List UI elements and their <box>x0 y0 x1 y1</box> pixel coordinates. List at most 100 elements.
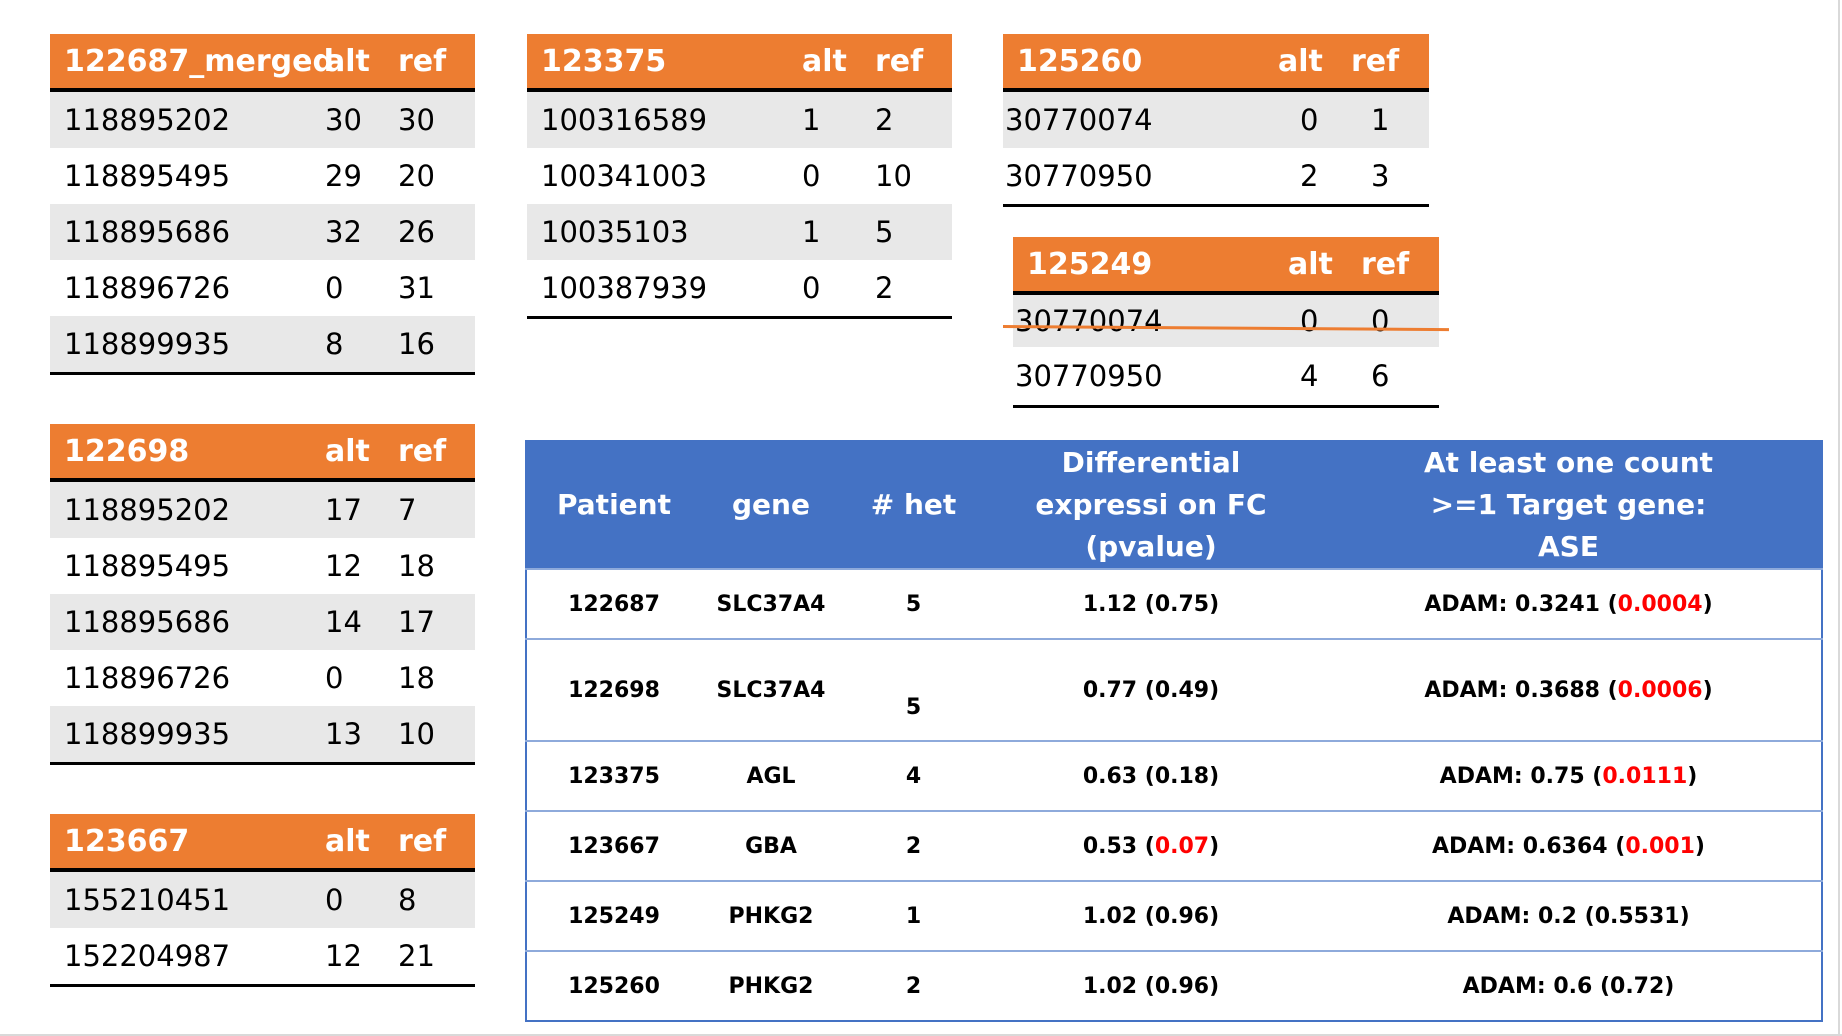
summary-row: 123667 GBA 2 0.53 (0.07) ADAM: 0.6364 (0… <box>526 810 1822 881</box>
slide-border-right <box>1838 0 1840 1036</box>
ref-cell: 18 <box>398 549 435 583</box>
patient-cell: 122687 <box>526 568 701 639</box>
position-cell: 118895202 <box>50 480 325 538</box>
position-cell: 118896726 <box>64 271 231 305</box>
ase-value: 0.3241 <box>1515 591 1600 617</box>
gene-cell: AGL <box>701 740 841 811</box>
ref-header: ref <box>398 424 475 482</box>
ase-pvalue: 0.0006 <box>1617 677 1703 703</box>
fc-pvalue: 0.49 <box>1154 677 1210 703</box>
alt-header: alt <box>1288 237 1361 295</box>
alt-cell: 0 <box>802 260 875 319</box>
ref-cell: 7 <box>398 480 475 538</box>
alt-cell: 14 <box>325 594 398 650</box>
ref-cell: 6 <box>1361 347 1439 408</box>
table-title: 125249 <box>1013 237 1288 295</box>
fc-value: 0.77 <box>1082 677 1138 703</box>
position-cell: 100387939 <box>527 260 802 319</box>
patient-cell: 125249 <box>526 880 701 951</box>
table-title: 122687_merged <box>50 34 334 92</box>
het-cell: 2 <box>841 950 986 1021</box>
het-cell: 5 <box>841 638 986 741</box>
position-cell: 118895202 <box>50 90 325 148</box>
ase-pvalue: 0.72 <box>1610 973 1665 999</box>
position-cell: 155210451 <box>50 870 325 928</box>
alt-cell: 13 <box>325 706 398 765</box>
alt-cell: 4 <box>1288 347 1361 408</box>
table-row: 118896726 0 31 <box>50 260 475 316</box>
fc-cell: 1.12 (0.75) <box>986 568 1316 639</box>
table-title: 123375 <box>527 34 802 92</box>
alt-cell: 8 <box>325 316 398 375</box>
alt-cell: 2 <box>1278 148 1351 207</box>
het-header: # het <box>841 441 986 569</box>
ref-cell: 18 <box>398 661 435 695</box>
position-cell: 118899935 <box>50 316 325 375</box>
alt-cell: 0 <box>325 271 344 305</box>
position-cell: 10035103 <box>527 204 802 260</box>
summary-row: 122687 SLC37A4 5 1.12 (0.75) ADAM: 0.324… <box>526 568 1822 639</box>
ase-header: At least one count >=1 Target gene: ASE <box>1316 441 1822 569</box>
position-cell: 100341003 <box>541 159 708 193</box>
ref-header: ref <box>398 34 475 92</box>
ase-gene: ADAM <box>1424 591 1499 617</box>
ase-value: 0.2 <box>1538 903 1577 929</box>
ase-header-text: At least one count >=1 Target gene: ASE <box>1423 446 1714 563</box>
fc-pvalue: 0.75 <box>1154 591 1210 617</box>
table-row: 30770950 2 3 <box>1003 148 1429 207</box>
alt-cell: 12 <box>325 928 398 987</box>
ref-cell: 16 <box>398 316 475 375</box>
fc-header: Differential expressi on FC (pvalue) <box>986 441 1316 569</box>
summary-row: 125249 PHKG2 1 1.02 (0.96) ADAM: 0.2 (0.… <box>526 880 1822 951</box>
ase-pvalue: 0.0111 <box>1602 763 1688 789</box>
position-cell: 118895686 <box>50 204 325 260</box>
patient-header: Patient <box>526 441 701 569</box>
het-cell: 4 <box>841 740 986 811</box>
ref-header: ref <box>1361 237 1439 295</box>
alt-cell: 0 <box>802 159 821 193</box>
fc-value: 1.02 <box>1082 973 1138 999</box>
ase-pvalue: 0.001 <box>1625 833 1695 859</box>
summary-table: Patient gene # het Differential expressi… <box>525 440 1823 1022</box>
het-cell: 1 <box>841 880 986 951</box>
fc-header-text: Differential expressi on FC (pvalue) <box>1035 446 1267 563</box>
table-125260: 125260 alt ref 30770074 0 1 30770950 2 3 <box>1003 34 1429 207</box>
patient-cell: 122698 <box>526 638 701 741</box>
ase-value: 0.3688 <box>1515 677 1600 703</box>
ref-cell: 26 <box>398 204 475 260</box>
ase-cell: ADAM: 0.75 (0.0111) <box>1316 740 1822 811</box>
ref-cell: 0 <box>1361 293 1439 347</box>
ref-cell: 3 <box>1351 148 1429 207</box>
position-cell: 30770074 <box>1003 90 1278 148</box>
ase-gene: ADAM <box>1439 763 1514 789</box>
fc-cell: 1.02 (0.96) <box>986 880 1316 951</box>
ase-value: 0.6364 <box>1522 833 1608 859</box>
ref-header: ref <box>398 814 475 872</box>
alt-header: alt <box>325 814 398 872</box>
fc-value: 1.02 <box>1082 903 1138 929</box>
ase-gene: ADAM <box>1432 833 1507 859</box>
ref-cell: 2 <box>875 90 952 148</box>
fc-pvalue: 0.96 <box>1154 903 1210 929</box>
het-cell: 5 <box>841 568 986 639</box>
fc-cell: 0.63 (0.18) <box>986 740 1316 811</box>
position-cell: 118895495 <box>64 549 231 583</box>
het-cell: 2 <box>841 810 986 881</box>
table-125249: 125249 alt ref 30770074 0 0 30770950 4 6 <box>1013 237 1439 408</box>
alt-cell: 1 <box>802 90 875 148</box>
ref-cell: 5 <box>875 204 952 260</box>
position-cell: 118895495 <box>64 159 231 193</box>
alt-cell: 1 <box>802 204 875 260</box>
het-value: 5 <box>905 694 922 720</box>
ase-cell: ADAM: 0.3241 (0.0004) <box>1316 568 1822 639</box>
position-cell: 30770074 <box>1013 293 1288 347</box>
table-row: 155210451 0 8 <box>50 870 475 928</box>
ref-cell: 30 <box>398 90 475 148</box>
table-row: 118895495 29 20 <box>50 148 475 204</box>
summary-row: 122698 SLC37A4 5 0.77 (0.49) ADAM: 0.368… <box>526 638 1822 741</box>
position-cell: 118895686 <box>50 594 325 650</box>
position-cell: 152204987 <box>50 928 325 987</box>
table-123667: 123667 alt ref 155210451 0 8 152204987 1… <box>50 814 475 987</box>
table-row: 30770074 0 1 <box>1003 90 1429 148</box>
